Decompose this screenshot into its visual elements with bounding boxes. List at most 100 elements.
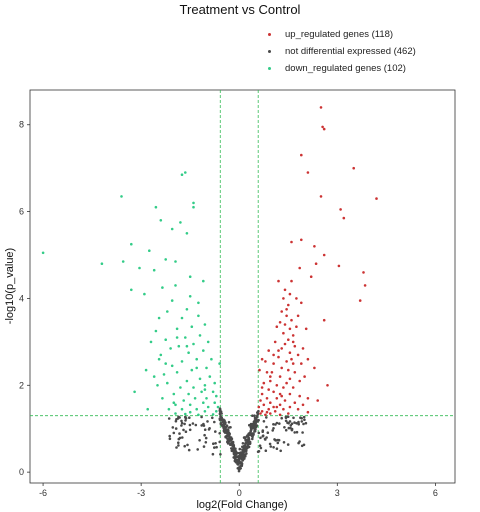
up-regulated-point-72 [306, 397, 310, 400]
y-tick-label-1: 2 [19, 380, 24, 390]
up-regulated-point-8 [342, 216, 346, 220]
not-differential-point-283 [276, 441, 280, 445]
down-regulated-point-100 [144, 368, 148, 372]
not-differential-point-434 [232, 450, 236, 454]
down-regulated-point-101 [203, 388, 207, 391]
up-regulated-point-73 [262, 403, 266, 407]
up-regulated-point-111 [290, 357, 293, 361]
up-regulated-point-19 [358, 299, 362, 302]
not-differential-point-443 [187, 448, 191, 452]
up-regulated-point-21 [277, 279, 280, 283]
legend-item-not-differential: not differential expressed (462) [268, 43, 416, 60]
up-regulated-point-88 [303, 375, 306, 378]
not-differential-point-455 [224, 425, 228, 429]
not-differential-point-217 [226, 442, 230, 445]
down-regulated-point-78 [195, 407, 198, 411]
down-regulated-point-13 [185, 232, 189, 235]
up-regulated-point-33 [287, 338, 290, 342]
not-differential-point-96 [303, 418, 306, 422]
up-regulated-point-54 [298, 379, 302, 383]
down-regulated-point-18 [152, 268, 156, 272]
up-regulated-point-2 [322, 127, 326, 131]
up-regulated-point-57 [282, 386, 285, 389]
up-regulated-point-0 [319, 106, 323, 109]
not-differential-point-359 [272, 446, 275, 449]
up-regulated-point-92 [304, 327, 308, 331]
up-regulated-point-61 [278, 392, 282, 396]
not-differential-point-101 [251, 414, 254, 418]
down-regulated-point-57 [213, 381, 216, 385]
down-regulated-point-86 [211, 413, 215, 416]
not-differential-point-290 [248, 423, 251, 427]
legend-item-down: down_regulated genes (102) [268, 60, 416, 77]
up-regulated-point-38 [296, 353, 300, 357]
up-regulated-point-34 [283, 342, 287, 346]
down-regulated-point-6 [154, 205, 158, 209]
up-regulated-point-50 [278, 375, 282, 378]
up-regulated-point-59 [267, 388, 271, 391]
not-differential-point-56 [171, 426, 175, 429]
up-regulated-point-105 [275, 405, 279, 409]
up-regulated-point-42 [291, 362, 295, 365]
down-regulated-point-30 [157, 316, 161, 320]
up-regulated-point-65 [265, 397, 269, 400]
up-regulated-point-44 [272, 362, 275, 365]
not-differential-point-242 [184, 417, 188, 420]
down-regulated-point-7 [184, 171, 187, 174]
legend-dot-not-differential [268, 50, 271, 53]
down-regulated-point-48 [170, 364, 174, 368]
down-regulated-point-85 [146, 407, 149, 411]
up-regulated-point-76 [257, 405, 261, 409]
down-regulated-point-29 [180, 316, 184, 320]
not-differential-point-69 [227, 420, 231, 424]
down-regulated-point-20 [202, 279, 205, 283]
not-differential-point-209 [219, 422, 223, 426]
up-regulated-point-96 [264, 360, 267, 363]
not-differential-point-438 [251, 425, 254, 429]
up-regulated-point-77 [267, 407, 271, 411]
up-regulated-point-11 [300, 238, 303, 242]
not-differential-point-225 [302, 415, 306, 419]
up-regulated-point-20 [322, 318, 326, 322]
not-differential-point-449 [244, 446, 248, 450]
up-regulated-point-18 [363, 284, 367, 287]
down-regulated-point-12 [170, 227, 174, 231]
up-regulated-point-74 [272, 405, 275, 409]
down-regulated-point-25 [143, 292, 146, 296]
up-regulated-point-52 [269, 379, 272, 383]
up-regulated-point-108 [295, 325, 298, 329]
down-regulated-point-47 [180, 360, 184, 363]
y-tick-label-4: 8 [19, 120, 24, 130]
not-differential-point-352 [262, 420, 266, 423]
not-differential-point-450 [180, 419, 183, 423]
not-differential-point-383 [200, 415, 203, 419]
up-regulated-point-12 [313, 245, 316, 248]
not-differential-point-208 [172, 431, 176, 435]
not-differential-point-182 [183, 444, 186, 448]
not-differential-point-384 [203, 433, 206, 437]
legend-label-down: down_regulated genes (102) [285, 63, 406, 74]
up-regulated-point-1 [321, 125, 324, 129]
not-differential-point-52 [213, 446, 216, 449]
up-regulated-point-10 [290, 240, 293, 244]
not-differential-point-374 [219, 419, 223, 422]
up-regulated-point-58 [291, 386, 295, 389]
down-regulated-point-40 [177, 344, 181, 348]
not-differential-point-332 [272, 427, 275, 430]
not-differential-point-316 [218, 432, 221, 435]
not-differential-point-400 [244, 442, 247, 445]
not-differential-point-107 [280, 416, 284, 420]
not-differential-point-20 [177, 444, 180, 447]
down-regulated-point-37 [164, 338, 167, 342]
not-differential-point-356 [238, 460, 242, 464]
not-differential-point-370 [257, 409, 260, 413]
y-axis-label: -log10(p_value) [4, 248, 16, 324]
up-regulated-point-102 [296, 314, 300, 318]
down-regulated-point-50 [190, 368, 194, 372]
down-regulated-point-8 [180, 173, 184, 176]
up-regulated-point-24 [288, 292, 292, 296]
up-regulated-point-27 [285, 314, 288, 318]
not-differential-point-40 [286, 415, 290, 419]
not-differential-point-376 [215, 445, 218, 449]
not-differential-point-8 [212, 442, 215, 446]
